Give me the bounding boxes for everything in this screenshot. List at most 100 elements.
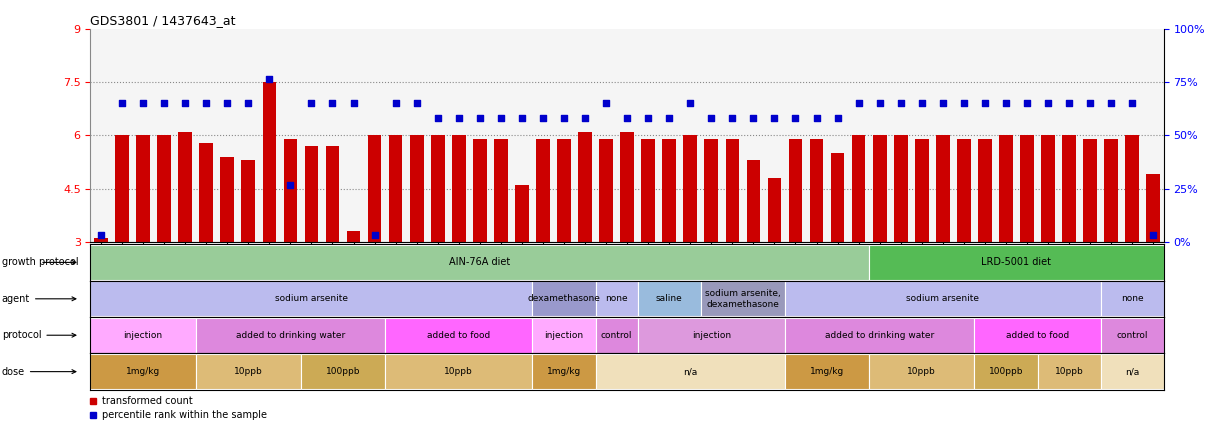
Text: none: none bbox=[1120, 294, 1143, 303]
Bar bbox=[1105, 139, 1118, 242]
Point bbox=[1038, 100, 1058, 107]
Text: 100ppb: 100ppb bbox=[989, 367, 1023, 376]
Bar bbox=[136, 135, 150, 242]
Text: added to food: added to food bbox=[427, 331, 491, 340]
Text: percentile rank within the sample: percentile rank within the sample bbox=[103, 410, 268, 420]
Bar bbox=[915, 139, 929, 242]
Point bbox=[1143, 231, 1163, 238]
Point bbox=[386, 100, 405, 107]
Bar bbox=[346, 231, 361, 242]
Bar bbox=[999, 135, 1013, 242]
Bar bbox=[684, 135, 697, 242]
Point bbox=[660, 114, 679, 121]
Bar bbox=[936, 135, 949, 242]
Point bbox=[807, 114, 826, 121]
Bar bbox=[195, 354, 302, 389]
Point bbox=[597, 100, 616, 107]
Bar bbox=[90, 281, 532, 316]
Point bbox=[533, 114, 552, 121]
Text: dexamethasone: dexamethasone bbox=[527, 294, 601, 303]
Bar bbox=[1101, 281, 1164, 316]
Bar bbox=[789, 139, 802, 242]
Point bbox=[744, 114, 763, 121]
Bar bbox=[368, 135, 381, 242]
Point bbox=[1123, 100, 1142, 107]
Bar bbox=[532, 354, 596, 389]
Bar bbox=[978, 139, 991, 242]
Bar bbox=[726, 139, 739, 242]
Point bbox=[829, 114, 848, 121]
Bar bbox=[870, 245, 1164, 280]
Text: dose: dose bbox=[1, 367, 76, 377]
Point bbox=[954, 100, 973, 107]
Point bbox=[239, 100, 258, 107]
Bar bbox=[974, 318, 1101, 353]
Text: added to food: added to food bbox=[1006, 331, 1070, 340]
Point bbox=[1081, 100, 1100, 107]
Bar bbox=[638, 281, 701, 316]
Bar bbox=[94, 238, 107, 242]
Text: sodium arsenite: sodium arsenite bbox=[906, 294, 979, 303]
Text: agent: agent bbox=[1, 294, 76, 304]
Point bbox=[323, 100, 343, 107]
Point bbox=[154, 100, 174, 107]
Bar bbox=[620, 132, 634, 242]
Point bbox=[513, 114, 532, 121]
Bar bbox=[221, 157, 234, 242]
Point bbox=[302, 100, 321, 107]
Point bbox=[638, 114, 657, 121]
Bar bbox=[195, 318, 385, 353]
Text: 1mg/kg: 1mg/kg bbox=[810, 367, 844, 376]
Text: 10ppb: 10ppb bbox=[907, 367, 936, 376]
Bar bbox=[1037, 354, 1101, 389]
Point bbox=[702, 114, 721, 121]
Bar bbox=[662, 139, 677, 242]
Text: LRD-5001 diet: LRD-5001 diet bbox=[982, 258, 1052, 267]
Text: sodium arsenite,
dexamethasone: sodium arsenite, dexamethasone bbox=[706, 289, 780, 309]
Bar bbox=[241, 160, 256, 242]
Text: 1mg/kg: 1mg/kg bbox=[125, 367, 160, 376]
Bar bbox=[90, 354, 195, 389]
Point bbox=[849, 100, 868, 107]
Bar bbox=[599, 139, 613, 242]
Text: added to drinking water: added to drinking water bbox=[235, 331, 345, 340]
Text: 10ppb: 10ppb bbox=[444, 367, 473, 376]
Point bbox=[765, 114, 784, 121]
Bar bbox=[388, 135, 403, 242]
Bar bbox=[1083, 139, 1097, 242]
Text: growth protocol: growth protocol bbox=[1, 258, 78, 267]
Bar bbox=[532, 318, 596, 353]
Bar bbox=[747, 160, 760, 242]
Point bbox=[344, 100, 363, 107]
Point bbox=[722, 114, 742, 121]
Point bbox=[1101, 100, 1120, 107]
Point bbox=[365, 231, 385, 238]
Bar bbox=[578, 132, 592, 242]
Bar bbox=[1101, 318, 1164, 353]
Text: injection: injection bbox=[544, 331, 584, 340]
Point bbox=[428, 114, 447, 121]
Bar bbox=[785, 318, 974, 353]
Text: 10ppb: 10ppb bbox=[1055, 367, 1083, 376]
Bar bbox=[785, 281, 1101, 316]
Bar bbox=[515, 185, 528, 242]
Text: 10ppb: 10ppb bbox=[234, 367, 263, 376]
Text: protocol: protocol bbox=[1, 330, 76, 340]
Bar bbox=[642, 139, 655, 242]
Bar bbox=[178, 132, 192, 242]
Point bbox=[786, 114, 806, 121]
Bar bbox=[473, 139, 487, 242]
Point bbox=[406, 100, 426, 107]
Bar bbox=[974, 354, 1037, 389]
Bar bbox=[809, 139, 824, 242]
Point bbox=[996, 100, 1015, 107]
Text: control: control bbox=[601, 331, 632, 340]
Text: injection: injection bbox=[692, 331, 731, 340]
Bar bbox=[532, 281, 596, 316]
Point bbox=[912, 100, 931, 107]
Text: 1mg/kg: 1mg/kg bbox=[546, 367, 581, 376]
Bar bbox=[557, 139, 570, 242]
Bar bbox=[894, 135, 908, 242]
Text: saline: saline bbox=[656, 294, 683, 303]
Bar bbox=[701, 281, 785, 316]
